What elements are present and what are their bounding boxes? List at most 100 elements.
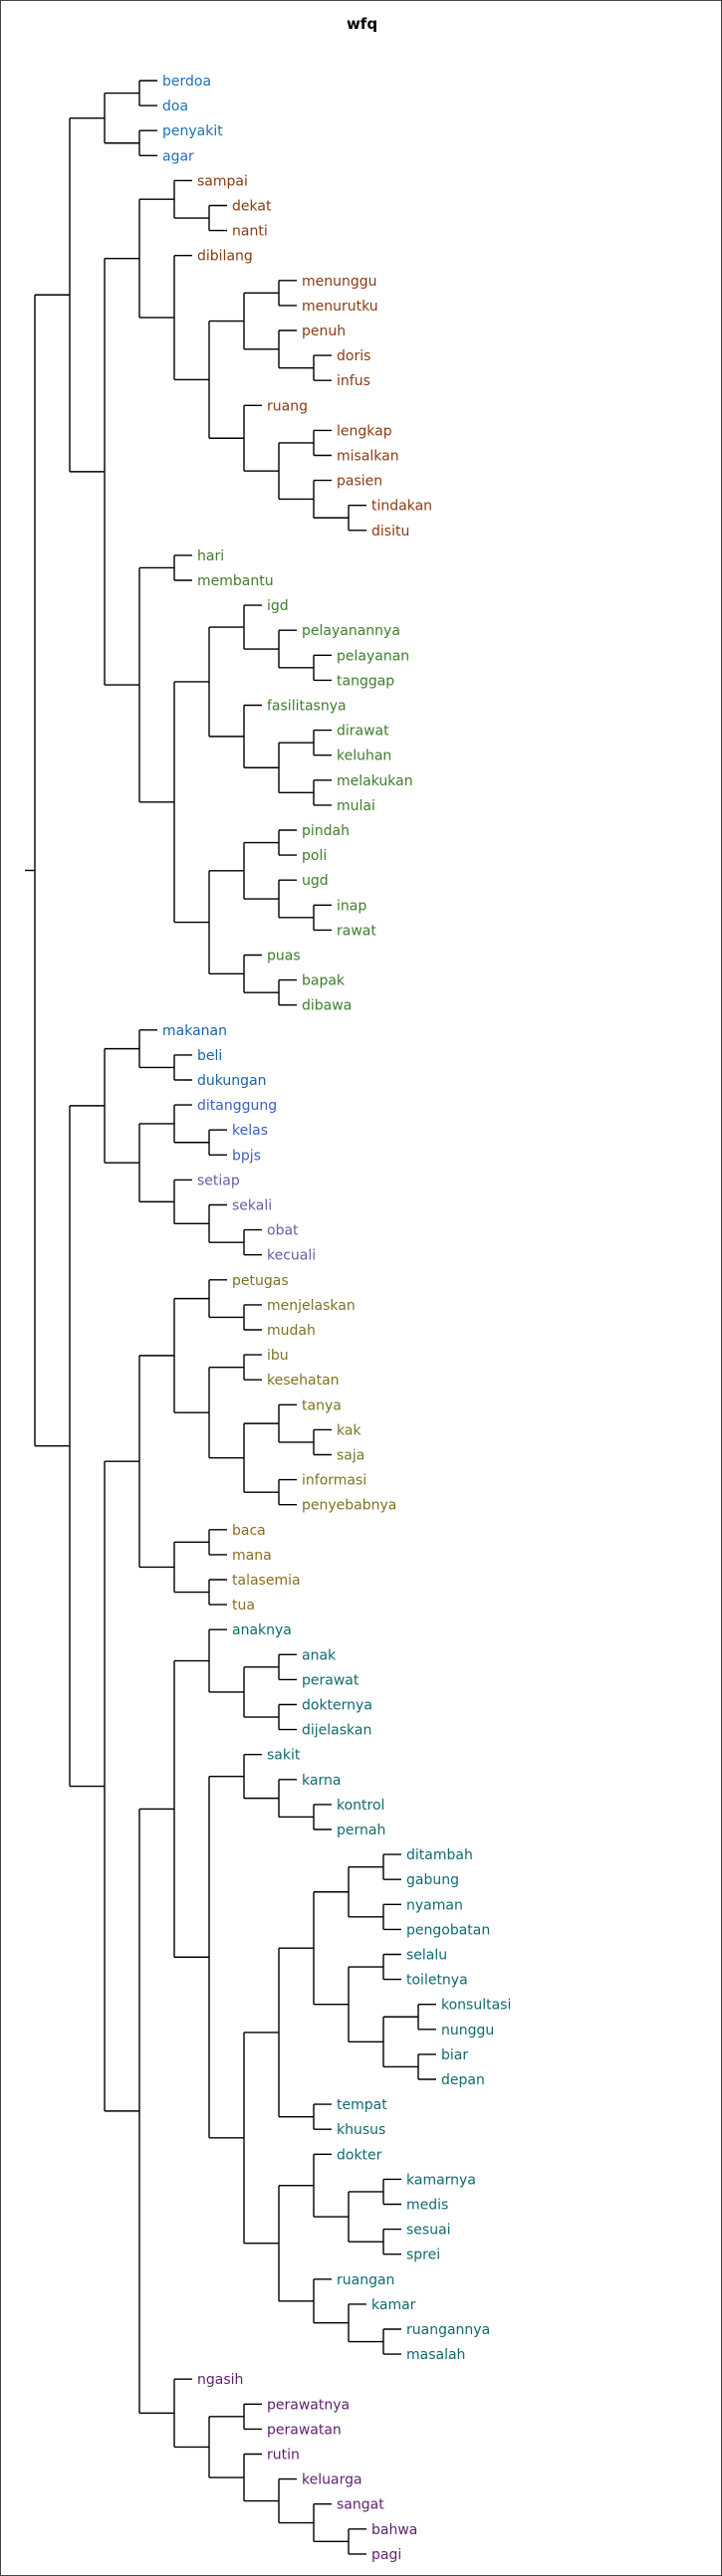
leaf-label-ditanggung: ditanggung: [197, 1098, 277, 1114]
leaf-label-tanggap: tanggap: [337, 673, 394, 689]
leaf-label-tanya: tanya: [302, 1397, 342, 1413]
leaf-label-fasilitasnya: fasilitasnya: [267, 699, 347, 715]
leaf-label-rawat: rawat: [337, 923, 376, 939]
leaf-label-menunggu: menunggu: [302, 274, 377, 290]
leaf-label-saja: saja: [337, 1448, 364, 1464]
leaf-label-kelas: kelas: [232, 1123, 268, 1139]
leaf-label-pelayanannya: pelayanannya: [302, 623, 400, 639]
leaf-label-mudah: mudah: [267, 1323, 316, 1339]
leaf-label-infus: infus: [337, 373, 370, 389]
leaf-label-igd: igd: [267, 598, 289, 614]
leaf-label-bapak: bapak: [302, 973, 346, 989]
leaf-label-kesehatan: kesehatan: [267, 1373, 340, 1389]
leaf-label-doris: doris: [337, 348, 370, 364]
leaf-label-ugd: ugd: [302, 873, 329, 889]
leaf-label-makanan: makanan: [162, 1023, 227, 1039]
leaf-label-doa: doa: [162, 99, 188, 114]
leaf-label-informasi: informasi: [302, 1473, 366, 1489]
leaf-label-sangat: sangat: [337, 2497, 384, 2513]
leaf-label-menurutku: menurutku: [302, 299, 378, 315]
leaf-label-dibawa: dibawa: [302, 998, 352, 1014]
leaf-label-sampai: sampai: [197, 173, 248, 189]
leaf-label-sekali: sekali: [232, 1198, 272, 1214]
leaf-label-mulai: mulai: [337, 798, 375, 814]
leaf-label-beli: beli: [197, 1048, 222, 1064]
leaf-label-depan: depan: [441, 2072, 485, 2088]
leaf-label-disitu: disitu: [371, 524, 409, 539]
leaf-label-nyaman: nyaman: [406, 1897, 463, 1913]
leaf-label-biar: biar: [441, 2047, 468, 2063]
leaf-label-kamar: kamar: [371, 2297, 416, 2313]
leaf-label-keluarga: keluarga: [302, 2472, 362, 2488]
leaf-label-ngasih: ngasih: [197, 2372, 243, 2388]
leaf-label-tua: tua: [232, 1598, 255, 1613]
leaf-label-puas: puas: [267, 949, 301, 965]
leaf-label-nanti: nanti: [232, 224, 268, 240]
leaf-label-hari: hari: [197, 548, 224, 564]
leaf-label-penyakit: penyakit: [162, 123, 223, 139]
leaf-label-kamarnya: kamarnya: [406, 2172, 476, 2188]
leaf-label-nunggu: nunggu: [441, 2023, 494, 2039]
leaf-label-tindakan: tindakan: [371, 499, 432, 515]
leaf-label-menjelaskan: menjelaskan: [267, 1298, 356, 1314]
leaf-label-dokternya: dokternya: [302, 1698, 372, 1714]
leaf-label-kak: kak: [337, 1422, 361, 1438]
leaf-label-mana: mana: [232, 1548, 272, 1564]
leaf-label-anaknya: anaknya: [232, 1622, 292, 1638]
leaf-label-rutin: rutin: [267, 2448, 300, 2464]
leaf-label-konsultasi: konsultasi: [441, 1998, 511, 2014]
leaf-label-setiap: setiap: [197, 1173, 240, 1188]
leaf-label-sesuai: sesuai: [406, 2223, 451, 2239]
leaf-label-pelayanan: pelayanan: [337, 648, 409, 664]
leaf-label-pasien: pasien: [337, 474, 382, 490]
leaf-label-pindah: pindah: [302, 823, 350, 839]
leaf-label-ditambah: ditambah: [406, 1847, 473, 1863]
leaf-label-sakit: sakit: [267, 1748, 301, 1764]
leaf-label-perawatan: perawatan: [267, 2422, 342, 2438]
leaf-label-penuh: penuh: [302, 323, 346, 339]
leaf-label-dibilang: dibilang: [197, 249, 253, 265]
leaf-label-sprei: sprei: [406, 2248, 440, 2263]
leaf-label-kecuali: kecuali: [267, 1248, 316, 1264]
leaf-label-inap: inap: [337, 898, 366, 914]
leaf-label-karna: karna: [302, 1773, 341, 1789]
leaf-label-bahwa: bahwa: [371, 2522, 417, 2538]
leaf-label-pernah: pernah: [337, 1823, 385, 1838]
leaf-label-bpjs: bpjs: [232, 1148, 261, 1164]
leaf-label-selalu: selalu: [406, 1948, 447, 1964]
leaf-label-misalkan: misalkan: [337, 449, 399, 465]
leaf-label-tempat: tempat: [337, 2097, 387, 2113]
leaf-label-gabung: gabung: [406, 1872, 459, 1888]
leaf-label-talasemia: talasemia: [232, 1573, 301, 1589]
leaf-label-kontrol: kontrol: [337, 1798, 384, 1814]
leaf-label-dirawat: dirawat: [337, 724, 389, 740]
leaf-label-dukungan: dukungan: [197, 1073, 267, 1089]
leaf-label-dijelaskan: dijelaskan: [302, 1723, 371, 1739]
leaf-label-ruang: ruang: [267, 398, 308, 414]
leaf-label-lengkap: lengkap: [337, 423, 392, 439]
leaf-label-penyebabnya: penyebabnya: [302, 1498, 396, 1514]
leaf-label-anak: anak: [302, 1647, 337, 1663]
leaf-label-pengobatan: pengobatan: [406, 1922, 490, 1938]
leaf-label-perawatnya: perawatnya: [267, 2397, 350, 2413]
leaf-label-ruangannya: ruangannya: [406, 2322, 490, 2338]
leaf-label-dekat: dekat: [232, 199, 272, 215]
leaf-label-poli: poli: [302, 848, 327, 864]
leaf-label-ruangan: ruangan: [337, 2272, 394, 2288]
leaf-label-dokter: dokter: [337, 2147, 382, 2163]
chart-title: wfq: [346, 15, 378, 33]
leaf-label-perawat: perawat: [302, 1672, 360, 1688]
leaf-label-membantu: membantu: [197, 573, 274, 589]
leaf-label-baca: baca: [232, 1523, 266, 1539]
leaf-label-toiletnya: toiletnya: [406, 1973, 468, 1989]
leaf-label-masalah: masalah: [406, 2347, 465, 2363]
leaf-label-melakukan: melakukan: [337, 773, 413, 789]
leaf-label-keluhan: keluhan: [337, 749, 391, 764]
leaf-label-pagi: pagi: [371, 2547, 401, 2563]
leaf-label-petugas: petugas: [232, 1273, 289, 1289]
leaf-label-medis: medis: [406, 2198, 448, 2214]
leaf-label-obat: obat: [267, 1223, 299, 1239]
leaf-label-agar: agar: [162, 148, 194, 164]
